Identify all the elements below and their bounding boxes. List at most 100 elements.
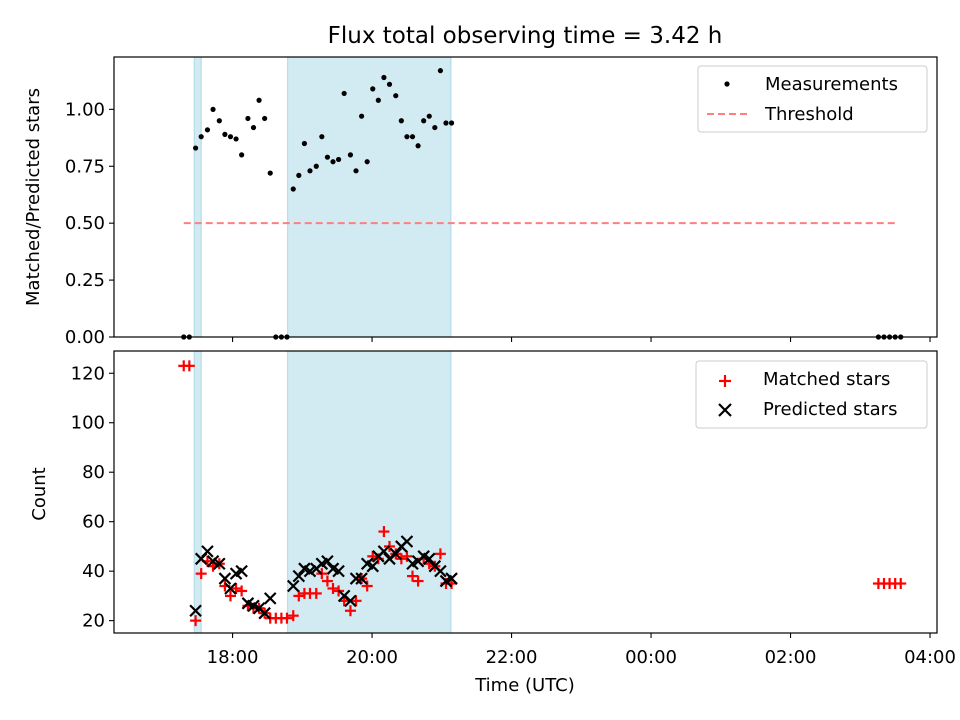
predicted-star-point xyxy=(201,545,214,558)
measurement-point xyxy=(233,136,239,142)
legend-measurements-label: Measurements xyxy=(765,74,898,95)
matched-star-point xyxy=(293,590,305,602)
matched-star-point xyxy=(230,582,242,594)
y-tick-label: 1.00 xyxy=(65,99,105,120)
observing-window-shade xyxy=(193,350,202,634)
legend-matched-label: Matched stars xyxy=(763,369,890,390)
observing-window-shade xyxy=(193,56,202,338)
measurement-point xyxy=(245,115,251,122)
measurement-point xyxy=(364,159,370,165)
measurement-point xyxy=(375,97,381,103)
measurement-point xyxy=(437,68,444,74)
measurement-point xyxy=(341,90,347,97)
y-tick-label: 0.25 xyxy=(65,270,105,291)
predicted-star-point xyxy=(389,547,403,561)
x-tick-label: 04:00 xyxy=(904,647,956,668)
predicted-star-point xyxy=(263,592,277,605)
measurement-point xyxy=(198,134,204,140)
matched-star-point xyxy=(195,568,207,580)
y-tick-label: 100 xyxy=(71,413,105,434)
measurement-point xyxy=(398,118,404,124)
predicted-star-point xyxy=(355,572,368,585)
legend-predicted-label: Predicted stars xyxy=(763,399,897,420)
matched-star-point xyxy=(367,550,379,562)
predicted-star-point xyxy=(321,554,334,568)
matched-star-point xyxy=(310,587,322,599)
matched-star-point xyxy=(287,610,299,622)
bottom-legend: Matched stars Predicted stars xyxy=(695,360,928,429)
top-legend: Measurements Threshold xyxy=(697,65,928,133)
chart-title: Flux total observing time = 3.42 h xyxy=(328,23,723,49)
observing-window-shade xyxy=(287,56,452,338)
x-tick-label: 00:00 xyxy=(625,647,677,668)
matched-star-point xyxy=(401,550,413,562)
matched-star-point xyxy=(407,570,419,582)
measurement-point xyxy=(301,140,308,147)
matched-star-point xyxy=(361,580,373,592)
predicted-star-point xyxy=(224,582,237,595)
measurement-point xyxy=(262,115,268,122)
predicted-star-point xyxy=(258,606,271,620)
measurement-point xyxy=(358,113,365,119)
y-tick-label: 40 xyxy=(82,561,105,582)
measurement-point xyxy=(426,113,432,119)
predicted-star-point xyxy=(332,564,345,578)
matched-star-point xyxy=(183,360,195,372)
measurement-point xyxy=(210,106,216,112)
predicted-star-point xyxy=(434,564,447,578)
measurement-point xyxy=(381,74,387,81)
x-tick-label: 22:00 xyxy=(486,647,538,668)
matched-star-point xyxy=(434,548,446,560)
legend-threshold-label: Threshold xyxy=(764,104,854,125)
measurement-point xyxy=(250,124,257,131)
x-tick-label: 20:00 xyxy=(346,647,398,668)
legend-matched-marker xyxy=(719,375,731,387)
matched-star-point xyxy=(236,585,248,597)
y-tick-label: 20 xyxy=(82,611,105,632)
measurement-point xyxy=(386,81,393,87)
measurement-point xyxy=(227,134,234,140)
measurement-point xyxy=(307,168,313,174)
measurement-point xyxy=(324,154,331,160)
predicted-star-point xyxy=(422,552,436,566)
y-tick-label: 80 xyxy=(82,462,105,483)
measurement-point xyxy=(443,120,449,126)
predicted-star-point xyxy=(286,579,300,593)
measurement-point xyxy=(267,170,273,176)
x-tick-label: 02:00 xyxy=(765,647,817,668)
measurement-point xyxy=(296,172,302,178)
measurement-point xyxy=(239,152,245,158)
measurement-point xyxy=(370,86,376,92)
y-tick-label: 0.00 xyxy=(65,327,105,348)
y-tick-label: 120 xyxy=(71,363,105,384)
matched-star-point xyxy=(224,590,236,602)
matched-star-point xyxy=(895,578,907,590)
measurement-point xyxy=(415,143,421,149)
predicted-star-point xyxy=(292,569,306,583)
measurement-point xyxy=(319,134,325,140)
top-y-axis-label: Matched/Predicted stars xyxy=(23,88,44,306)
predicted-star-point xyxy=(400,535,414,548)
observing-window-shade xyxy=(287,350,452,634)
measurement-point xyxy=(290,186,296,192)
measurement-point xyxy=(222,131,228,137)
bottom-panel: 20 40 60 80 100 120 18:00 20:00 22:00 00:00 02:00… xyxy=(29,350,956,696)
measurement-point xyxy=(409,134,416,140)
measurement-point xyxy=(335,156,342,163)
measurement-point xyxy=(432,124,438,131)
x-axis-label: Time (UTC) xyxy=(474,675,575,696)
measurement-point xyxy=(448,120,455,126)
measurement-point xyxy=(193,145,199,151)
measurement-point xyxy=(204,127,211,133)
predicted-star-point xyxy=(189,604,202,618)
y-tick-label: 60 xyxy=(82,512,105,533)
legend-predicted-marker xyxy=(718,403,732,417)
predicted-star-point xyxy=(213,557,226,571)
predicted-star-point xyxy=(344,594,357,608)
legend-measurements-marker xyxy=(724,81,730,87)
matched-star-point xyxy=(344,605,356,617)
y-tick-label: 0.50 xyxy=(65,213,105,234)
top-panel: 0.00 0.25 0.50 0.75 1.00 Matched/Predicted s… xyxy=(23,56,938,348)
measurement-point xyxy=(330,159,336,165)
matched-star-point xyxy=(412,575,424,587)
